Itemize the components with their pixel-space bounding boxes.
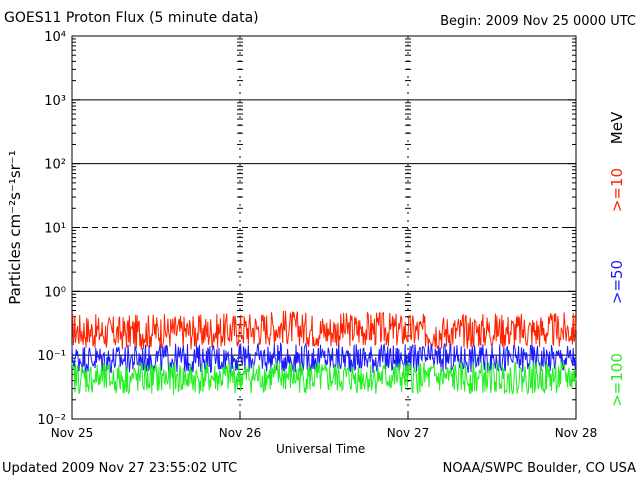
updated-text: Updated 2009 Nov 27 23:55:02 UTC	[2, 461, 238, 476]
series-label-3: >=100	[608, 353, 626, 407]
y-tick-label: 10⁻²	[37, 413, 66, 428]
source-text: NOAA/SWPC Boulder, CO USA	[442, 461, 636, 476]
y-axis-label: Particles cm⁻²s⁻¹sr⁻¹	[6, 150, 24, 304]
unit-label: MeV	[608, 111, 626, 144]
begin-label: Begin: 2009 Nov 25 0000 UTC	[440, 14, 636, 29]
series-label-2: >=50	[608, 260, 626, 304]
y-tick-label: 10⁻¹	[37, 349, 66, 364]
x-tick-label: Nov 26	[219, 426, 262, 440]
series-label-1: >=10	[608, 168, 626, 212]
series-line-1	[71, 310, 577, 350]
x-tick-label: Nov 28	[555, 426, 598, 440]
y-tick-label: 10⁴	[44, 30, 66, 45]
x-tick-label: Nov 25	[51, 426, 94, 440]
series-line-3	[71, 361, 577, 396]
y-tick-label: 10³	[44, 94, 66, 109]
x-axis-label: Universal Time	[276, 442, 366, 456]
y-tick-label: 10¹	[44, 222, 66, 237]
x-tick-label: Nov 27	[387, 426, 430, 440]
chart-title: GOES11 Proton Flux (5 minute data)	[4, 10, 259, 26]
y-tick-label: 10⁰	[44, 285, 66, 300]
y-tick-label: 10²	[44, 158, 66, 173]
series-line-2	[71, 341, 577, 375]
